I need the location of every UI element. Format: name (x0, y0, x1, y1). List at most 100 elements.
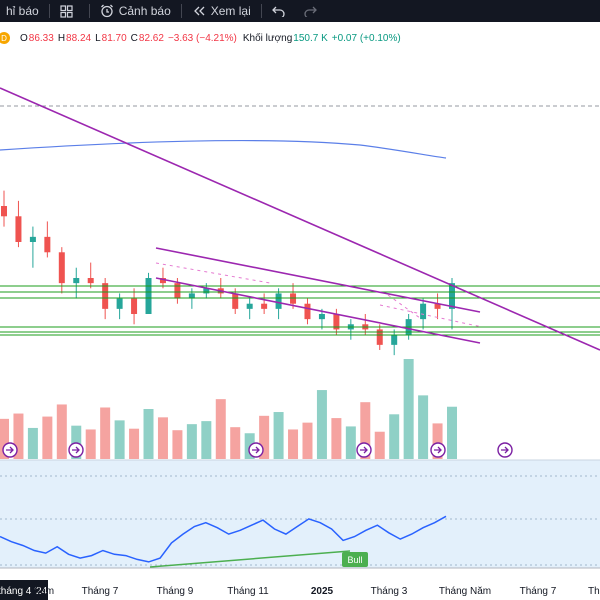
volume-bar (100, 407, 111, 459)
candle-body (73, 278, 80, 284)
redo-icon (303, 4, 317, 18)
rsi-panel-bg (0, 460, 600, 568)
candle-body (188, 293, 195, 299)
candle-body (261, 303, 268, 309)
volume-bar (288, 429, 299, 459)
ohlc-legend: D O 86.33 H 88.24 L 81.70 C 82.62 −3.63 (−4.… (0, 30, 401, 46)
volume-bar (403, 359, 414, 459)
volume-bar (316, 390, 327, 459)
candle-body (1, 206, 7, 217)
volume-bar (389, 414, 400, 459)
volume-bar (186, 424, 197, 459)
candle-body (44, 236, 51, 253)
replay-label: Xem lại (210, 4, 251, 18)
candle-body (116, 298, 123, 309)
redo-button[interactable] (297, 0, 328, 22)
time-label-8: Tháng 7 (520, 586, 557, 597)
replay-button[interactable]: Xem lại (186, 0, 257, 22)
undo-icon (271, 4, 286, 18)
volume-bar (259, 415, 270, 459)
volume-bar (129, 428, 140, 459)
candle-body (232, 293, 239, 309)
volume-bar (42, 416, 53, 459)
low-key: L (95, 32, 101, 44)
top-toolbar: hỉ báo Cảnh báo Xem lại (0, 0, 600, 22)
high-value: 88.24 (66, 32, 92, 44)
volume-bar (447, 406, 457, 459)
time-label-6: Tháng 3 (371, 586, 408, 597)
volume-label: Khối lượng (242, 32, 293, 44)
alert-button[interactable]: Cảnh báo (94, 0, 177, 22)
candle-body (290, 293, 297, 304)
toolbar-divider (260, 4, 262, 18)
volume-bar (27, 427, 38, 459)
indicators-button[interactable]: hỉ báo (0, 0, 45, 22)
candle-body (145, 278, 152, 314)
candles (1, 190, 455, 356)
change-value: −3.63 (−4.21%) (167, 32, 237, 44)
time-label-5: 2025 (311, 586, 334, 597)
source-badge[interactable]: D (0, 32, 10, 44)
volume-bar (345, 426, 356, 459)
undo-button[interactable] (266, 0, 297, 22)
volume-bar (143, 409, 154, 459)
arrow-right-icon (434, 446, 442, 454)
time-label-4: Tháng 11 (227, 586, 269, 597)
volume-bar (157, 417, 168, 459)
support-resistance-lines (0, 285, 600, 336)
rsi-line (0, 515, 447, 563)
candle-body (318, 314, 325, 320)
candle-body (275, 293, 282, 309)
arrow-right-icon (252, 446, 260, 454)
volume-bar (273, 412, 284, 459)
volume-bar (230, 427, 241, 459)
arrow-right-icon (501, 446, 509, 454)
volume-bar (13, 413, 24, 459)
time-label-3: Tháng 9 (157, 586, 194, 597)
time-axis-cursor-label-bg (0, 580, 48, 600)
candle-body (449, 283, 455, 309)
alarm-clock-icon (100, 4, 114, 18)
candle-body (246, 303, 253, 309)
projection-lines (155, 262, 483, 328)
time-axis: tháng 4 '24 Năm Tháng 7 Tháng 9 Tháng 11… (0, 586, 600, 597)
indicators-label: hỉ báo (6, 4, 39, 18)
grid-icon (60, 4, 74, 18)
arrow-right-icon (72, 446, 80, 454)
candle-body (203, 288, 210, 294)
layout-button[interactable] (54, 0, 85, 22)
volume-bar (418, 395, 429, 459)
toolbar-divider (180, 4, 182, 18)
candle-body (102, 283, 109, 309)
trend-lines (0, 87, 600, 351)
bullish-divergence-line (149, 550, 351, 568)
candle-body (420, 303, 427, 320)
toolbar-divider (48, 4, 50, 18)
low-value: 81.70 (101, 32, 127, 44)
volume-bar (302, 422, 313, 459)
volume-bar (331, 418, 342, 459)
high-key: H (57, 32, 66, 44)
bull-badge[interactable] (342, 552, 368, 567)
volume-bars (0, 359, 457, 459)
volume-bar (201, 421, 212, 459)
candle-body (174, 283, 181, 299)
time-label-7: Tháng Năm (439, 586, 491, 597)
candle-body (304, 303, 311, 320)
candle-body (87, 278, 94, 284)
arrow-right-icon (360, 446, 368, 454)
volume-bar (0, 418, 9, 459)
time-label-2: Tháng 7 (82, 586, 119, 597)
volume-bar (85, 429, 96, 459)
volume-bar (56, 404, 67, 459)
candle-body (15, 216, 22, 242)
open-key: O (20, 32, 28, 44)
volume-change: +0.07 (+0.10%) (331, 32, 401, 44)
arrow-right-icon (6, 446, 14, 454)
candle-body (376, 329, 383, 345)
volume-bar (360, 402, 371, 459)
candle-body (58, 252, 65, 284)
candle-body (131, 298, 138, 314)
price-chart[interactable]: Bull tháng 4 '24 Năm Tháng 7 Tháng 9 Thá… (0, 22, 600, 600)
close-key: C (130, 32, 138, 44)
